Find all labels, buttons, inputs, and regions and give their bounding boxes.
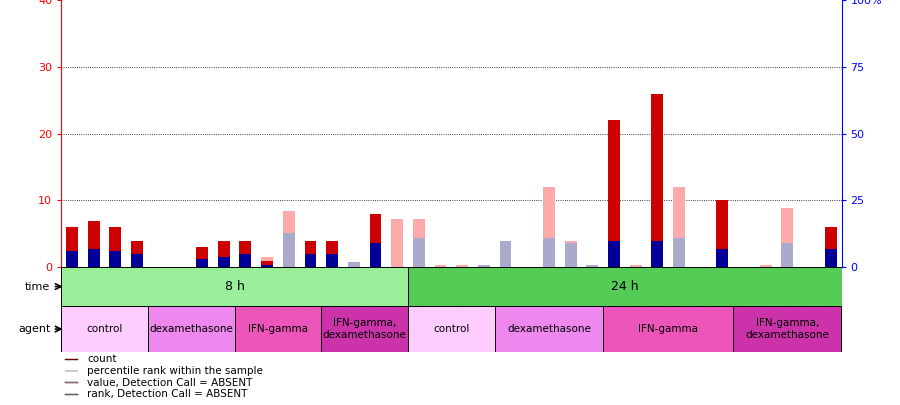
Text: value, Detection Call = ABSENT: value, Detection Call = ABSENT (87, 378, 252, 388)
Bar (321, 306, 408, 352)
Bar (66, 251, 78, 267)
Text: 24 h: 24 h (611, 280, 639, 293)
Bar (88, 249, 100, 267)
Bar (586, 264, 598, 267)
Bar (824, 227, 837, 267)
Text: dexamethasone: dexamethasone (507, 324, 590, 334)
Bar (304, 241, 317, 267)
Bar (716, 200, 728, 267)
Text: 8 h: 8 h (225, 280, 245, 293)
Bar (348, 262, 360, 267)
Text: count: count (87, 354, 116, 364)
Bar (652, 241, 663, 267)
Bar (652, 94, 663, 267)
Bar (326, 254, 338, 267)
Bar (261, 261, 273, 267)
Bar (500, 251, 511, 267)
Bar (65, 359, 77, 360)
Bar (413, 238, 425, 267)
Bar (456, 264, 468, 267)
Bar (196, 247, 208, 267)
Bar (370, 214, 382, 267)
Bar (392, 219, 403, 267)
Bar (239, 254, 251, 267)
Bar (673, 187, 685, 267)
Bar (326, 257, 338, 267)
Bar (218, 241, 230, 267)
Bar (495, 306, 603, 352)
Text: IFN-gamma,
dexamethasone: IFN-gamma, dexamethasone (323, 318, 407, 340)
Bar (326, 241, 338, 267)
Bar (824, 249, 837, 267)
Bar (413, 219, 425, 267)
Bar (239, 257, 251, 267)
Bar (66, 227, 78, 267)
Text: IFN-gamma: IFN-gamma (638, 324, 698, 334)
Bar (608, 120, 620, 267)
Text: agent: agent (18, 324, 50, 334)
Bar (88, 220, 100, 267)
Text: time: time (25, 281, 50, 292)
Text: control: control (86, 324, 122, 334)
Bar (261, 264, 273, 267)
Bar (630, 264, 642, 267)
Bar (500, 241, 511, 267)
Bar (283, 232, 294, 267)
Bar (131, 241, 143, 267)
Text: IFN-gamma: IFN-gamma (248, 324, 308, 334)
Bar (716, 249, 728, 267)
Bar (131, 254, 143, 267)
Bar (61, 267, 408, 306)
Text: dexamethasone: dexamethasone (149, 324, 233, 334)
Bar (734, 306, 842, 352)
Bar (218, 257, 230, 267)
Bar (781, 243, 793, 267)
Bar (435, 264, 446, 267)
Bar (304, 254, 317, 267)
Bar (283, 211, 294, 267)
Bar (652, 254, 663, 267)
Text: rank, Detection Call = ABSENT: rank, Detection Call = ABSENT (87, 390, 248, 399)
Bar (608, 241, 620, 267)
Bar (196, 259, 208, 267)
Bar (673, 238, 685, 267)
Bar (148, 306, 235, 352)
Bar (652, 262, 663, 267)
Bar (235, 306, 321, 352)
Bar (61, 306, 148, 352)
Bar (586, 264, 598, 267)
Text: control: control (433, 324, 470, 334)
Bar (110, 227, 122, 267)
Bar (543, 187, 554, 267)
Bar (239, 241, 251, 267)
Bar (408, 306, 495, 352)
Bar (564, 241, 577, 267)
Bar (478, 264, 490, 267)
Bar (781, 209, 793, 267)
Bar (608, 246, 620, 267)
Bar (716, 249, 728, 267)
Bar (603, 306, 733, 352)
Bar (408, 267, 842, 306)
Bar (564, 243, 577, 267)
Bar (65, 382, 77, 383)
Bar (110, 251, 122, 267)
Text: percentile rank within the sample: percentile rank within the sample (87, 366, 263, 376)
Bar (261, 257, 273, 267)
Bar (65, 394, 77, 395)
Bar (370, 243, 382, 267)
Bar (760, 264, 771, 267)
Bar (543, 238, 554, 267)
Text: IFN-gamma,
dexamethasone: IFN-gamma, dexamethasone (745, 318, 829, 340)
Bar (326, 254, 338, 267)
